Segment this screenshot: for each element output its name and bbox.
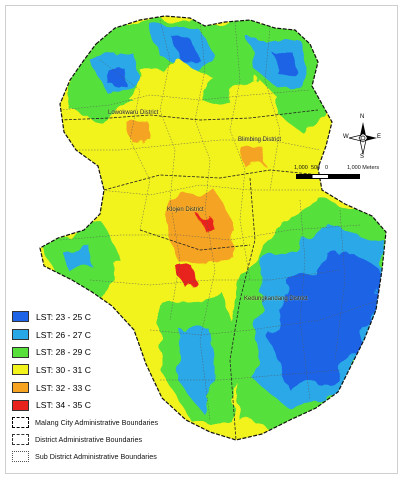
- north-label: N: [360, 114, 365, 120]
- legend-label: LST: 34 - 35 C: [36, 400, 91, 411]
- legend-swatch: [12, 364, 29, 376]
- legend-item-lst-28-29: LST: 28 - 29 C: [12, 343, 222, 361]
- legend-item-subdistrict-boundary: Sub District Administrative Boundaries: [12, 448, 222, 465]
- district-label-blimbing: Blimbing District: [238, 137, 282, 143]
- east-label: E: [377, 134, 382, 140]
- legend-label: LST: 23 - 25 C: [36, 311, 91, 322]
- legend-item-lst-23-25: LST: 23 - 25 C: [12, 308, 222, 326]
- legend-item-lst-34-35: LST: 34 - 35 C: [12, 396, 222, 414]
- legend-label: LST: 30 - 31 C: [36, 364, 91, 375]
- boundary-label: Malang City Administrative Boundaries: [35, 418, 159, 428]
- legend-swatch: [12, 329, 29, 341]
- legend-swatch: [12, 346, 29, 358]
- legend-label: LST: 26 - 27 C: [36, 329, 91, 340]
- scale-label-500: 500: [311, 165, 321, 171]
- legend-swatch: [12, 311, 29, 323]
- district-boundary-swatch: [12, 434, 29, 446]
- west-label: W: [343, 134, 349, 140]
- compass-icon: [348, 122, 377, 155]
- city-boundary-swatch: [12, 417, 29, 429]
- boundary-label: Sub District Administrative Boundaries: [35, 452, 157, 462]
- legend-item-lst-26-27: LST: 26 - 27 C: [12, 326, 222, 344]
- legend-label: LST: 32 - 33 C: [36, 382, 91, 393]
- north-arrow: N S E W: [343, 114, 383, 160]
- legend-label: LST: 28 - 29 C: [36, 347, 91, 358]
- district-label-klojen: Klojen District: [167, 207, 204, 213]
- south-label: S: [360, 154, 365, 160]
- legend-item-city-boundary: Malang City Administrative Boundaries: [12, 414, 222, 431]
- legend: LST: 23 - 25 C LST: 26 - 27 C LST: 28 - …: [12, 308, 222, 465]
- city-boundary: [39, 15, 387, 441]
- scale-label-meters: 1,000 Meters: [347, 165, 380, 171]
- district-label-lowokwaru: Lowokwaru District: [108, 110, 159, 116]
- legend-item-district-boundary: District Administrative Boundaries: [12, 431, 222, 448]
- subdistrict-boundary-swatch: [12, 451, 29, 463]
- legend-item-lst-30-31: LST: 30 - 31 C: [12, 361, 222, 379]
- scale-label-0: 0: [325, 165, 329, 171]
- scale-label-1000: 1,000: [294, 165, 308, 171]
- scale-rule: [296, 174, 360, 179]
- legend-swatch: [12, 399, 29, 411]
- district-label-kedungkandang: Kedungkandang District: [244, 296, 308, 302]
- legend-item-lst-32-33: LST: 32 - 33 C: [12, 379, 222, 397]
- boundary-label: District Administrative Boundaries: [35, 435, 143, 445]
- legend-swatch: [12, 382, 29, 394]
- scale-bar: 1,000 500 0 1,000 Meters: [294, 163, 392, 183]
